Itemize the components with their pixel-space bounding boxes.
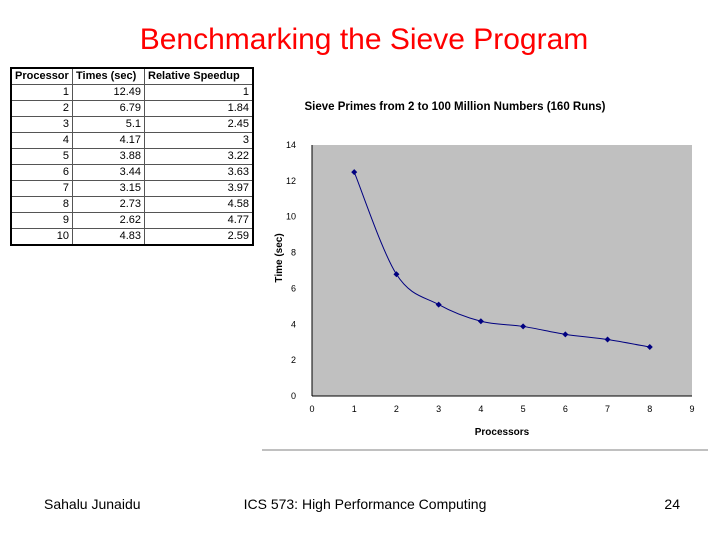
x-tick-label: 2 [394,404,399,414]
x-tick-label: 4 [478,404,483,414]
speedup-cell: 2.59 [144,228,254,246]
sieve-line-chart: Sieve Primes from 2 to 100 Million Numbe… [262,101,708,451]
x-axis-label: Processors [475,427,530,438]
table-header-row: Processor Times (sec) Relative Speedup [10,67,254,85]
data-point [520,323,527,330]
time-cell: 12.49 [72,84,145,101]
speedup-cell: 3.22 [144,148,254,165]
table-row: 4 4.17 3 [10,132,254,149]
processor-cell: 8 [10,196,73,213]
time-cell: 4.83 [72,228,145,246]
speedup-cell: 3.63 [144,164,254,181]
data-point [477,318,484,325]
header-relative-speedup: Relative Speedup [144,67,254,85]
time-cell: 2.62 [72,212,145,229]
x-tick-label: 3 [436,404,441,414]
chart-title: Sieve Primes from 2 to 100 Million Numbe… [304,101,605,113]
table-row: 6 3.44 3.63 [10,164,254,181]
speedup-cell: 1 [144,84,254,101]
speedup-cell: 2.45 [144,116,254,133]
processor-cell: 2 [10,100,73,117]
slide-title: Benchmarking the Sieve Program [139,23,589,56]
processor-cell: 5 [10,148,73,165]
speedup-cell: 3 [144,132,254,149]
processor-cell: 3 [10,116,73,133]
table-row: 5 3.88 3.22 [10,148,254,165]
speedup-cell: 3.97 [144,180,254,197]
y-tick-label: 0 [291,391,296,401]
x-tick-label: 7 [605,404,610,414]
plot-area [312,145,692,396]
processor-cell: 7 [10,180,73,197]
data-point [393,271,400,278]
y-tick-label: 6 [291,283,296,293]
processor-cell: 9 [10,212,73,229]
time-cell: 6.79 [72,100,145,117]
axes [311,145,692,397]
x-tick-label: 1 [352,404,357,414]
x-tick-label: 9 [689,404,694,414]
y-tick-label: 14 [286,140,296,150]
speedup-cell: 1.84 [144,100,254,117]
y-tick-label: 2 [291,355,296,365]
processor-cell: 10 [10,228,73,246]
time-cell: 3.15 [72,180,145,197]
header-times: Times (sec) [72,67,145,85]
header-processor: Processor [10,67,73,85]
y-axis-label: Time (sec) [274,233,285,282]
table-row: 3 5.1 2.45 [10,116,254,133]
footer-author: Sahalu Junaidu [44,496,141,512]
data-markers [351,169,653,351]
processor-cell: 1 [10,84,73,101]
page-number: 24 [664,496,680,512]
speedup-cell: 4.58 [144,196,254,213]
table-row: 2 6.79 1.84 [10,100,254,117]
y-tick-label: 10 [286,212,296,222]
speedup-cell: 4.77 [144,212,254,229]
time-cell: 4.17 [72,132,145,149]
x-tick-label: 8 [647,404,652,414]
data-point [646,344,653,351]
data-point [562,331,569,338]
table-row: 10 4.83 2.59 [10,228,254,246]
time-cell: 3.44 [72,164,145,181]
y-tick-label: 8 [291,248,296,258]
x-tick-label: 0 [309,404,314,414]
time-cell: 5.1 [72,116,145,133]
data-point [435,301,442,308]
table-row: 1 12.49 1 [10,84,254,101]
data-point [351,169,358,176]
time-cell: 3.88 [72,148,145,165]
time-cell: 2.73 [72,196,145,213]
y-tick-label: 4 [291,319,296,329]
table-row: 9 2.62 4.77 [10,212,254,229]
table-row: 8 2.73 4.58 [10,196,254,213]
footer-course: ICS 573: High Performance Computing [243,496,487,512]
processor-cell: 4 [10,132,73,149]
x-tick-label: 6 [563,404,568,414]
processor-cell: 6 [10,164,73,181]
y-tick-label: 12 [286,176,296,186]
data-point [604,336,611,343]
x-tick-label: 5 [521,404,526,414]
benchmark-table: Processor Times (sec) Relative Speedup 1… [10,67,254,246]
table-row: 7 3.15 3.97 [10,180,254,197]
